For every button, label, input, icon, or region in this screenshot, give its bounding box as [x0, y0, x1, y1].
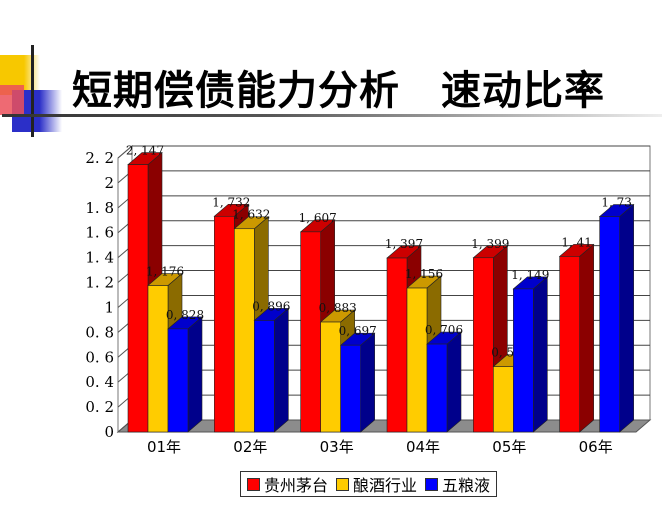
page-title: 短期偿债能力分析 速动比率	[72, 68, 605, 114]
bar-side	[619, 203, 634, 433]
data-label: 0, 896	[252, 299, 290, 313]
bar-front	[340, 344, 361, 433]
legend-label: 贵州茅台	[264, 476, 329, 495]
data-label: 0, 706	[425, 323, 463, 337]
x-category-label: 04年	[406, 438, 440, 456]
data-label: 0, 828	[166, 308, 204, 322]
data-label: 0, 883	[319, 301, 357, 315]
y-tick-label: 0. 2	[85, 398, 114, 416]
legend-item-wuliangye: 五粮液	[425, 472, 490, 496]
y-tick-label: 2	[104, 174, 114, 192]
bar-front	[300, 231, 321, 433]
legend-label: 五粮液	[442, 476, 491, 495]
bar-side	[446, 331, 462, 433]
y-tick-label: 1. 2	[85, 274, 114, 292]
bar-front	[234, 228, 255, 433]
bar-front	[254, 320, 275, 433]
bar-side	[274, 307, 289, 433]
bar-side	[360, 332, 375, 433]
bar-front	[513, 288, 534, 433]
decor-vertical-line	[31, 45, 34, 137]
data-label: 1, 632	[232, 208, 270, 222]
bar-side	[187, 316, 203, 433]
y-tick-label: 1. 8	[85, 199, 114, 217]
y-tick-label: 0. 4	[85, 373, 114, 391]
bar-front	[559, 256, 580, 433]
bar-front	[386, 257, 408, 433]
bar-front	[599, 216, 620, 433]
x-category-label: 02年	[233, 438, 267, 456]
x-category-label: 03年	[320, 438, 354, 456]
bar-front	[320, 321, 341, 433]
legend-item-maotai: 贵州茅台	[247, 472, 328, 496]
bar-front	[127, 164, 149, 433]
data-label: 0, 697	[339, 324, 377, 338]
y-tick-label: 1	[104, 298, 114, 316]
data-label: 1, 149	[511, 268, 549, 282]
y-tick-label: 0. 6	[85, 348, 114, 366]
data-label: 1, 399	[471, 237, 509, 251]
bar-front	[406, 287, 428, 433]
legend-label: 酿酒行业	[353, 476, 418, 495]
bar-front	[214, 215, 235, 433]
data-label: 1, 73	[601, 196, 632, 210]
title-underline	[2, 114, 662, 117]
bar-side	[533, 276, 548, 433]
y-tick-label: 1. 4	[85, 249, 114, 267]
legend-swatch-red	[247, 477, 260, 491]
legend-swatch-blue	[425, 477, 439, 491]
data-label: 1, 732	[212, 195, 250, 209]
data-label: 1, 397	[385, 237, 423, 251]
bar-front	[493, 366, 514, 433]
x-category-label: 05年	[492, 438, 526, 456]
data-label: 1, 156	[405, 267, 443, 281]
data-label: 1, 607	[299, 211, 337, 225]
x-category-label: 01年	[147, 438, 181, 456]
bar-side	[579, 243, 594, 433]
decor-red-square	[0, 85, 24, 115]
chart-legend: 贵州茅台 酿酒行业 五粮液	[240, 471, 498, 497]
data-label: 1, 41	[561, 235, 592, 249]
y-tick-label: 0	[104, 423, 114, 441]
y-tick-label: 1. 6	[85, 224, 114, 242]
bar-front	[426, 343, 448, 433]
gridline-side	[117, 145, 133, 159]
legend-swatch-yellow	[336, 477, 350, 491]
y-tick-label: 2. 2	[85, 149, 114, 167]
bar-front	[473, 257, 494, 433]
y-tick-label: 0. 8	[85, 323, 114, 341]
bar-front	[167, 328, 189, 433]
data-label: 2, 147	[126, 144, 164, 158]
x-category-label: 06年	[579, 438, 613, 456]
data-label: 1, 176	[146, 265, 184, 279]
legend-item-industry: 酿酒行业	[336, 472, 417, 496]
